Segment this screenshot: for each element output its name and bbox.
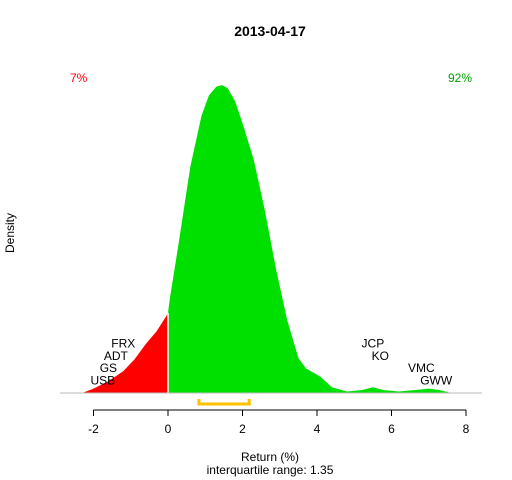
stock-label: JCP xyxy=(362,336,385,350)
stock-label: USB xyxy=(90,374,115,388)
stock-label: GS xyxy=(100,361,117,375)
x-tick-label: 8 xyxy=(463,422,470,436)
stock-label: FRX xyxy=(111,336,135,350)
x-tick-label: 4 xyxy=(314,422,321,436)
left-percentage-label: 7% xyxy=(70,71,88,85)
left-tail-density-area xyxy=(82,312,168,393)
right-density-area xyxy=(168,85,452,393)
stock-label: ADT xyxy=(104,349,129,363)
x-tick-label: -2 xyxy=(88,422,99,436)
interquartile-range-label: interquartile range: 1.35 xyxy=(207,463,334,477)
stock-label: VMC xyxy=(408,361,435,375)
right-percentage-label: 92% xyxy=(448,71,472,85)
interquartile-range-bracket xyxy=(197,399,251,406)
x-tick-label: 6 xyxy=(388,422,395,436)
x-tick-label: 0 xyxy=(165,422,172,436)
stock-label: GWW xyxy=(420,374,453,388)
x-axis-label: Return (%) xyxy=(241,450,299,464)
stock-label: KO xyxy=(372,349,389,363)
x-tick-label: 2 xyxy=(239,422,246,436)
y-axis-label: Density xyxy=(3,213,17,253)
chart-title: 2013-04-17 xyxy=(234,23,306,39)
